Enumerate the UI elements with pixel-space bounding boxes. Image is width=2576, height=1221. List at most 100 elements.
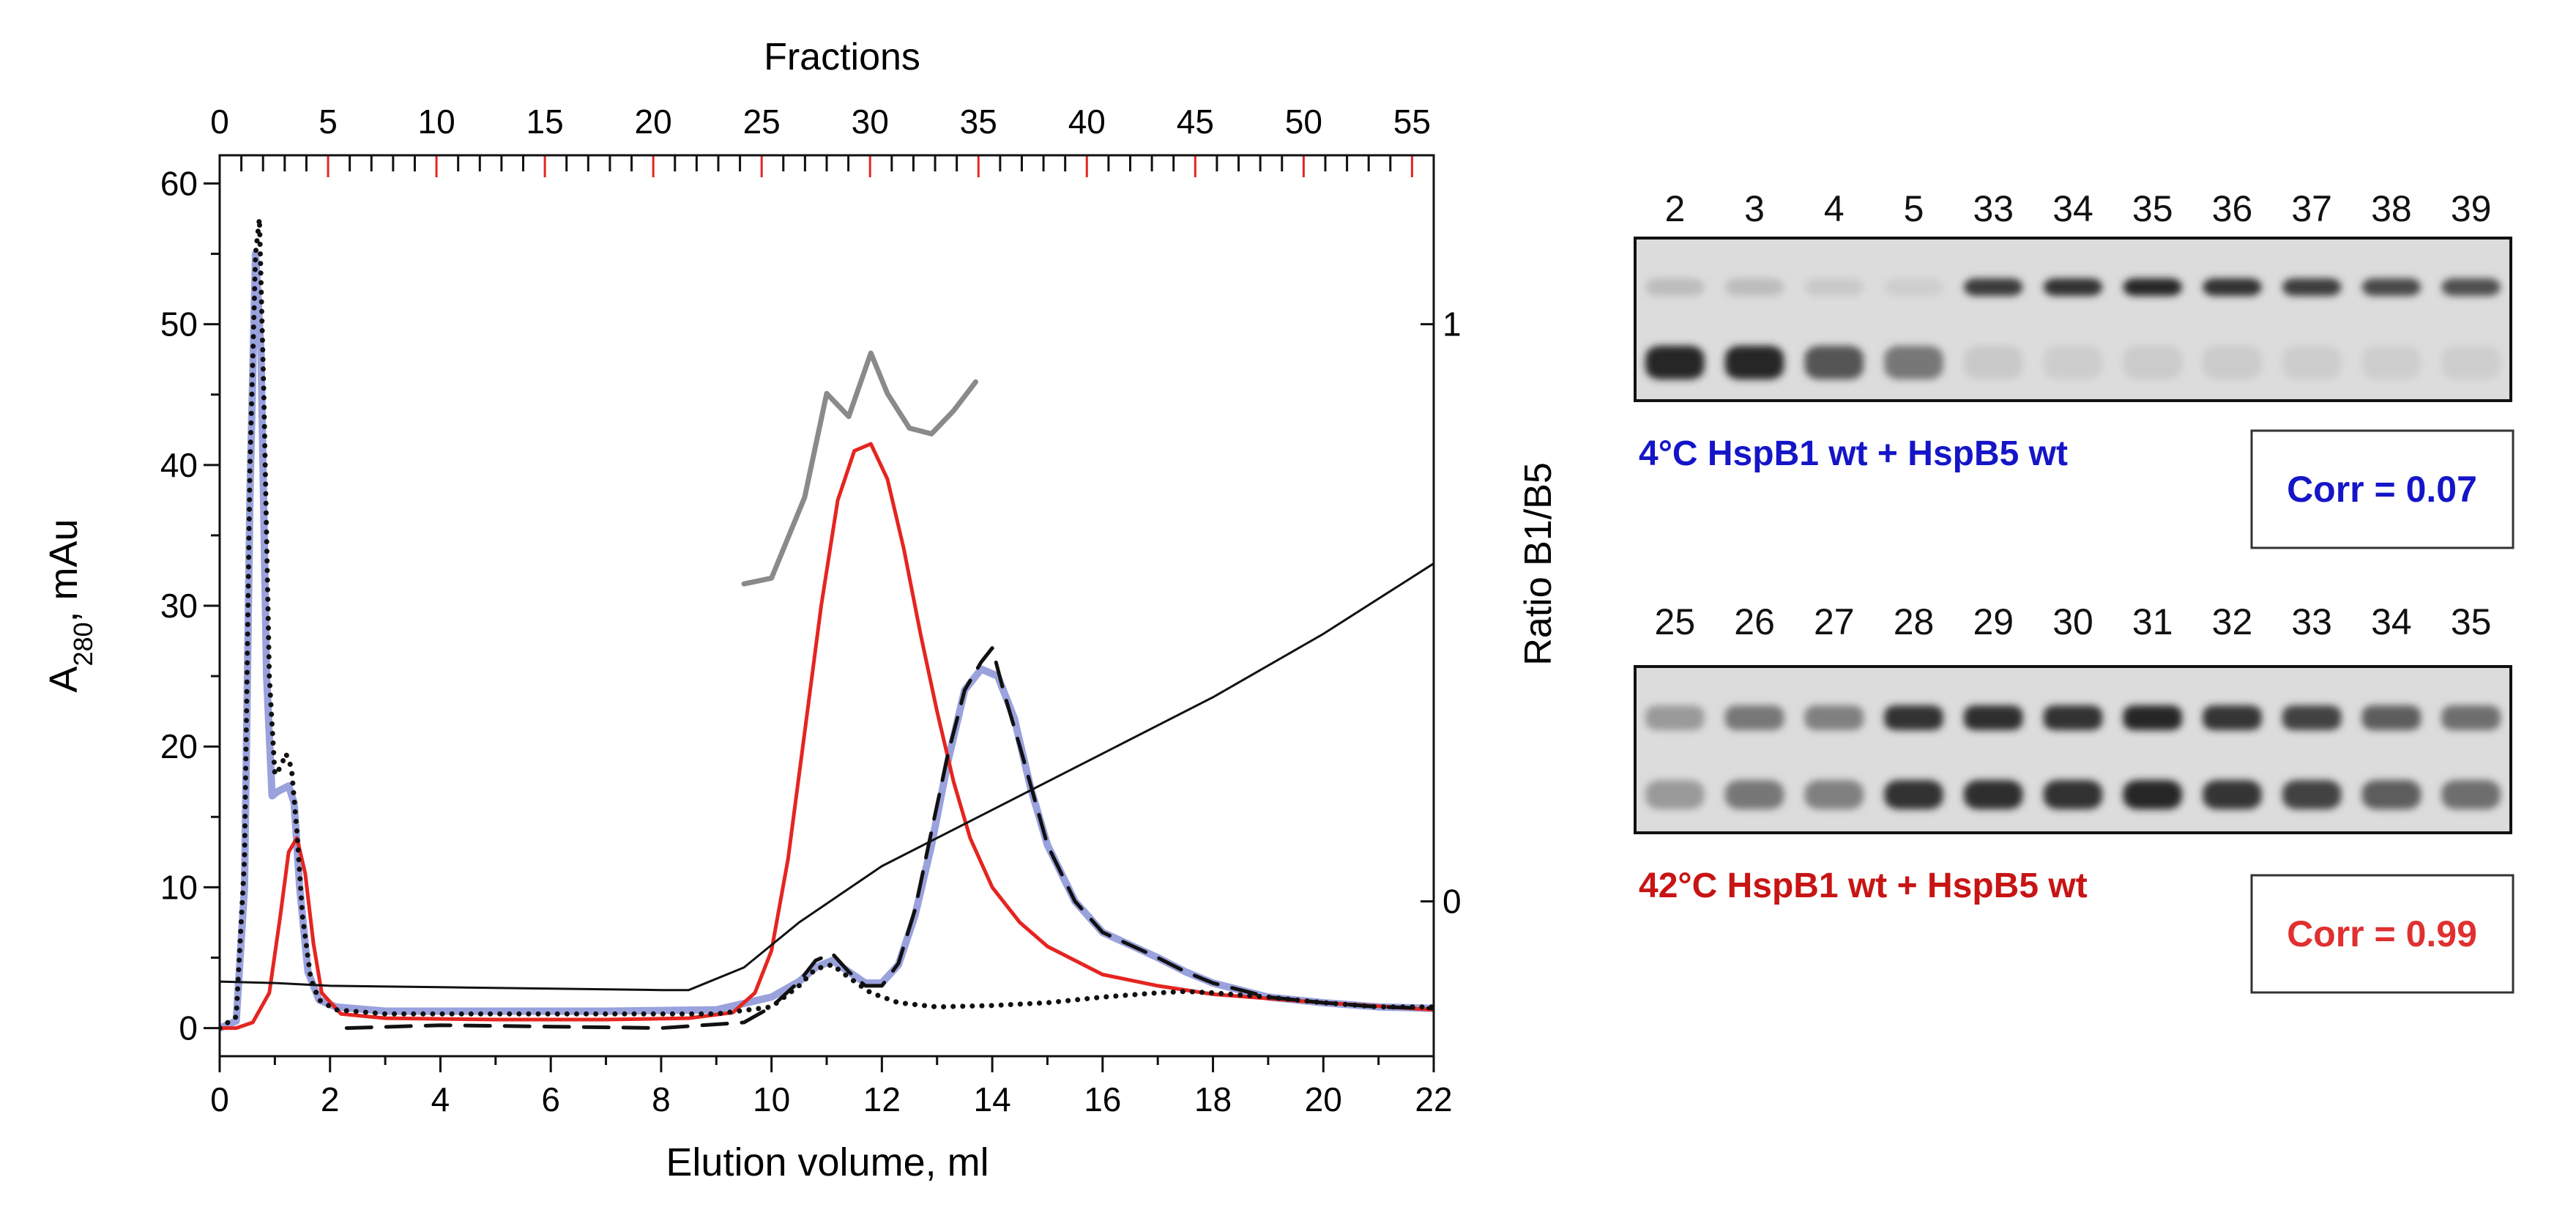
gel-band-lower [2123,780,2182,809]
gel-band-upper [1964,705,2023,730]
y-axis: 0 10 20 30 40 50 60 [160,164,220,1047]
y-tick-label: 60 [160,164,198,202]
gel-band-upper [1964,278,2023,296]
gel-lane-label: 5 [1904,188,1924,229]
y-axis-label-suffix: , mAu [42,519,86,622]
fractions-axis-label: Fractions [764,36,920,78]
x-tick-label: 22 [1415,1080,1452,1118]
gel-band-lower [2203,346,2262,379]
gel-condition-label: 4°C HspB1 wt + HspB5 wt [1639,434,2068,473]
gel-lane-label: 39 [2451,188,2492,229]
gel-band-upper [2361,705,2421,730]
x-tick-label: 10 [753,1080,790,1118]
corr-value: Corr = 0.99 [2287,913,2477,954]
gel-band-lower [1804,346,1864,379]
gel-lane-label: 25 [1655,601,1696,642]
gel-band-lower [2361,346,2421,379]
gel-band-lower [2361,780,2421,809]
plot-frame [218,154,1435,1058]
gel-band-lower [1724,346,1784,379]
ratio-axis-label: Ratio B1/B5 [1517,462,1560,666]
gel-lane-label: 34 [2052,188,2093,229]
gel-lane-label: 26 [1734,601,1775,642]
x-tick-label: 20 [1305,1080,1342,1118]
gel-band-lower [1804,780,1864,809]
fraction-tick-label: 25 [743,103,781,141]
gel-band-lower [2282,346,2342,379]
y-tick-label: 40 [160,446,198,484]
gel-border [1634,665,2512,834]
gel-band-upper [1724,705,1784,730]
gel-band-lower [1964,346,2023,379]
gel-band-lower [1645,346,1705,379]
series-dotted-trace [220,216,1434,1031]
gel-band-upper [2441,278,2501,296]
gel-band-lower [2123,346,2182,379]
gel-band-upper [1804,705,1864,730]
gel-lane-labels: 2 3 4 5 33 34 35 36 37 38 39 [1664,188,2491,229]
y-axis-label: A280, mAu [42,519,98,692]
gel-band-upper [1884,278,1943,296]
series-layer [220,216,1434,1032]
series-gradient-line [220,562,1434,992]
gel-band-lower [1884,346,1943,379]
gel-band-upper [1884,705,1943,730]
gel-panel-4c: 2 3 4 5 33 34 35 36 37 38 39 4°C HspB1 wt + HspB5 … [1634,188,2514,549]
y-tick-label: 0 [179,1009,198,1047]
gel-band-lower [2043,780,2103,809]
gel-band-lower [2282,780,2342,809]
x-tick-label: 6 [541,1080,560,1118]
fraction-tick-label: 35 [960,103,997,141]
gel-band-lower [1884,780,1943,809]
ratio-tick-label: 0 [1443,883,1462,921]
y-axis-label-sub: 280 [68,622,98,666]
gel-lane-label: 4 [1824,188,1844,229]
fraction-tick-label: 10 [417,103,455,141]
y-tick-label: 50 [160,305,198,344]
series-red-trace [220,442,1434,1031]
gel-condition-label: 42°C HspB1 wt + HspB5 wt [1639,866,2088,905]
gel-band-upper [2361,278,2421,296]
gel-band-lower [1964,780,2023,809]
x-tick-label: 8 [652,1080,671,1118]
gel-band-lower [2203,780,2262,809]
gel-band-upper [2203,278,2262,296]
x-tick-label: 0 [210,1080,229,1118]
x-axis: 0 2 4 6 8 10 12 14 16 18 20 22 [210,1056,1453,1118]
gel-band-upper [1645,705,1705,730]
gel-band-upper [1724,278,1784,296]
fraction-tick-label: 15 [526,103,564,141]
gel-band-lower [2441,780,2501,809]
gel-border [1634,237,2512,402]
x-axis-label: Elution volume, ml [666,1140,989,1184]
ratio-axis: 01 [1421,305,1462,921]
gel-bands [1645,278,2501,379]
corr-box [2250,429,2514,549]
gel-lane-label: 37 [2291,188,2332,229]
fraction-tick-label: 55 [1393,103,1431,141]
gel-band-upper [1804,278,1864,296]
gel-panel-42c: 25 26 27 28 29 30 31 32 33 34 35 42°C HspB1 wt + H… [1634,601,2514,994]
gel-lane-label: 27 [1814,601,1855,642]
gel-band-upper [2203,705,2262,730]
gel-band-upper [2441,705,2501,730]
y-tick-label: 10 [160,868,198,906]
gel-band-upper [2043,705,2103,730]
series-ratio-B1-B5 [741,350,978,587]
y-tick-label: 20 [160,727,198,765]
gel-lane-label: 32 [2212,601,2253,642]
gel-band-upper [2282,705,2342,730]
y-axis-label-main: A [42,667,86,693]
gel-band-upper [2123,705,2182,730]
x-tick-label: 16 [1084,1080,1121,1118]
fraction-axis: 0 5 10 15 20 25 30 35 40 45 50 55 [210,103,1431,177]
gel-lane-label: 28 [1894,601,1935,642]
gel-lane-label: 34 [2371,601,2412,642]
gel-band-upper [2043,278,2103,296]
gel-lane-label: 35 [2451,601,2492,642]
x-tick-label: 12 [863,1080,901,1118]
ratio-tick-label: 1 [1443,305,1462,344]
series-blue-trace [220,250,1434,1032]
gel-band-lower [1724,780,1784,809]
